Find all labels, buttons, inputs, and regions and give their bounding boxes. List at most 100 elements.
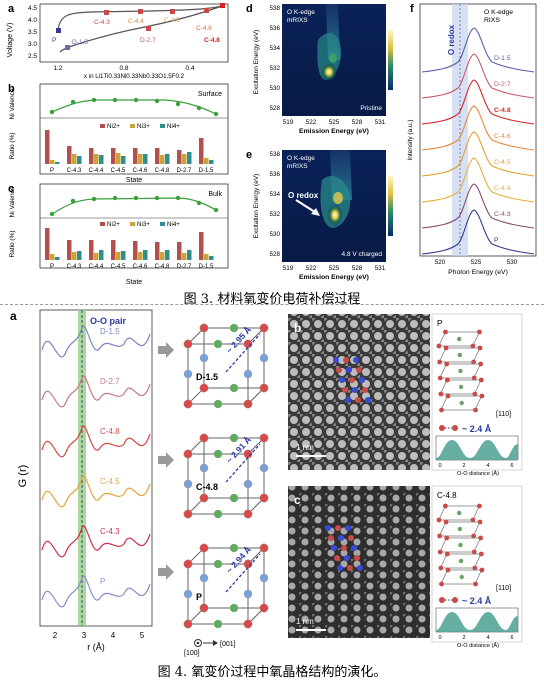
map-title: O K-edge	[287, 9, 315, 16]
arrow-label: O redox	[288, 191, 319, 200]
panel-a-pdf: a O-O pair D-1.5 D-2.7 C-4.8 C-4.5 C-4.3 P G …	[10, 309, 153, 652]
ratio-bar	[111, 148, 116, 164]
structure-label: C-4.8	[437, 491, 457, 500]
ratio-bar	[77, 156, 82, 164]
ratio-bar	[182, 154, 187, 164]
axis-xlabel: State	[126, 279, 142, 286]
state-label: D-2.7	[177, 168, 192, 174]
legend-entry: Ni3+	[137, 123, 150, 130]
xtick: 520	[435, 259, 446, 266]
axis-001: [001]	[220, 641, 236, 648]
xtick: 531	[375, 119, 386, 126]
point-label: C-4.4	[128, 18, 144, 25]
tick: 2	[462, 635, 465, 641]
ratio-bar	[204, 254, 209, 260]
ratio-bar	[99, 155, 104, 164]
axis-xlabel: Emission Energy (eV)	[299, 274, 369, 281]
axis-ylabel: Ni Valence	[9, 88, 16, 119]
axis-xlabel: O-O distance (Å)	[457, 642, 499, 649]
xtick: 4	[111, 631, 116, 640]
map-tag: Pristine	[360, 105, 382, 112]
map-title: O K-edge	[287, 155, 315, 162]
ratio-bar	[94, 154, 99, 164]
ytick: 530	[269, 231, 280, 238]
ratio-bar	[138, 252, 143, 260]
legend-entry: Ni2+	[107, 221, 120, 228]
xtick: 531	[375, 265, 386, 272]
legend-entry: Ni3+	[137, 221, 150, 228]
ratio-bar	[209, 256, 214, 260]
figure-3: a Voltage (V) 4.5 4.0 3.5 3.0 2.5 P C-4.…	[0, 0, 544, 288]
panel-b-stem: b 1 nm P [110] ~ 2.4 Å 0 2 4 6 O-O dista…	[288, 313, 523, 477]
figure-4: a O-O pair D-1.5 D-2.7 C-4.8 C-4.5 C-4.3 P G …	[0, 306, 544, 658]
scale-bar: 1 nm	[296, 617, 314, 626]
state-label: C-4.6	[133, 264, 148, 270]
axis-xlabel: x in Li1Ti0.33Ni0.33Nb0.33O1.5F0.2	[84, 73, 185, 80]
map-tag: 4.8 V charged	[342, 251, 383, 258]
ratio-bar	[89, 240, 94, 260]
xtick: 0.8	[119, 65, 128, 72]
distance-label: ~ 2.4 Å	[462, 424, 492, 434]
panel-d-mrixs-pristine: d O K-edge mRIXS Pristine Excitation Ene…	[246, 3, 393, 135]
axis-ylabel: Excitation Energy (eV)	[253, 30, 260, 95]
divider	[0, 304, 544, 305]
xtick: 519	[283, 119, 294, 126]
curve-label: C-4.3	[100, 527, 120, 536]
axis-xlabel: r (Å)	[87, 642, 105, 652]
scale-bar: 1 nm	[296, 443, 314, 452]
xtick: 522	[306, 265, 317, 272]
ratio-bar	[160, 155, 165, 164]
xtick: 528	[352, 265, 363, 272]
ratio-bar	[111, 240, 116, 260]
state-label: D-1.5	[199, 168, 214, 174]
panel-a-voltage: a Voltage (V) 4.5 4.0 3.5 3.0 2.5 P C-4.…	[7, 3, 229, 80]
state-label: C-4.6	[133, 168, 148, 174]
ytick: 530	[269, 85, 280, 92]
ytick: 532	[269, 65, 280, 72]
ratio-bar	[55, 162, 60, 164]
pdf-curve	[41, 475, 151, 508]
ytick: 538	[269, 151, 280, 158]
ratio-bar	[121, 251, 126, 260]
state-label: P	[50, 264, 54, 270]
ytick: 2.5	[28, 53, 37, 60]
ratio-bar	[143, 250, 148, 260]
curve-label: C-4.3	[494, 211, 511, 218]
ratio-bar	[116, 252, 121, 260]
axis-indicator: [001] [100]	[184, 639, 236, 657]
point-label: C-4.5	[164, 17, 180, 24]
tick: 6	[510, 463, 513, 469]
state-label: C-4.8	[155, 168, 170, 174]
curve-label: C-4.8	[100, 427, 120, 436]
axis-ylabel: Intensity (a.u.)	[407, 119, 414, 160]
state-label: D-1.5	[199, 264, 214, 270]
rixs-curve	[421, 79, 535, 125]
axis-xlabel: O-O distance (Å)	[457, 470, 499, 477]
axis-xlabel: Photon Energy (eV)	[448, 269, 508, 276]
tick: 0	[438, 463, 441, 469]
ratio-bar	[89, 148, 94, 164]
ratio-bar	[182, 253, 187, 260]
ratio-bar	[199, 232, 204, 260]
ratio-bar	[133, 241, 138, 260]
direction-label: [110]	[496, 585, 511, 592]
ratio-bar	[177, 150, 182, 164]
rixs-curve	[421, 131, 535, 177]
point-label: D-2.7	[140, 37, 156, 44]
panel-tag: Surface	[198, 91, 222, 98]
panel-letter: d	[246, 3, 253, 15]
pdf-curve	[41, 325, 151, 358]
point-label: D-1.5	[72, 39, 88, 46]
ytick: 534	[269, 45, 280, 52]
xtick: 1.2	[53, 65, 62, 72]
xtick: 525	[329, 119, 340, 126]
pdf-curve	[41, 425, 151, 458]
curve-label: C-4.5	[100, 477, 120, 486]
ratio-bar	[116, 153, 121, 164]
ratio-bar	[138, 154, 143, 164]
curve-label: D-1.5	[494, 55, 511, 62]
axis-ylabel: Ni Valence	[9, 186, 16, 217]
xtick: 522	[306, 119, 317, 126]
panel-c-bulk: c Ni Valence Ratio (%) Bulk P C-4.3 C-4.4 C…	[8, 183, 229, 286]
tick: 4	[486, 635, 489, 641]
